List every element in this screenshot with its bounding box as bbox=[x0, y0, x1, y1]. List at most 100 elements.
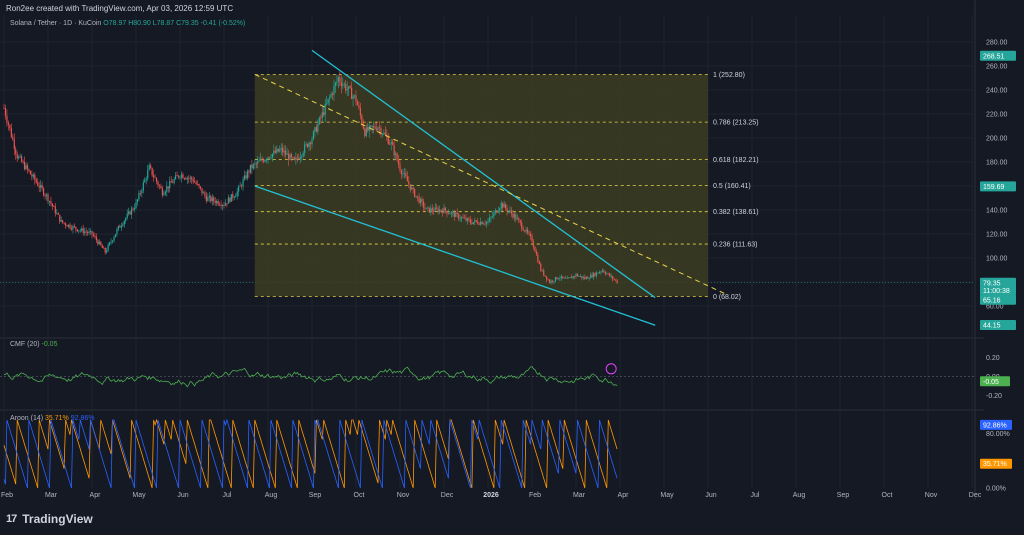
candle-body bbox=[497, 210, 499, 213]
credit-text: Ron2ee created with TradingView.com, Apr… bbox=[6, 4, 234, 13]
candle-body bbox=[16, 153, 18, 159]
symbol-name: Solana / Tether · 1D · KuCoin bbox=[10, 20, 102, 27]
candle-body bbox=[471, 222, 473, 224]
candle-body bbox=[10, 127, 12, 137]
candle-body bbox=[264, 159, 266, 162]
candle-body bbox=[117, 225, 119, 230]
candle-body bbox=[607, 273, 609, 275]
candle-body bbox=[3, 108, 5, 109]
candle-body bbox=[72, 226, 74, 230]
price-marker-label: 268.51 bbox=[983, 53, 1005, 60]
candle-body bbox=[223, 205, 225, 206]
candle-body bbox=[364, 128, 366, 137]
candle-body bbox=[345, 83, 347, 91]
candle-body bbox=[91, 231, 93, 235]
aroon-marker-label: 35.71% bbox=[983, 461, 1007, 468]
candle-body bbox=[358, 105, 360, 108]
candle-body bbox=[597, 272, 599, 274]
price-marker-badge bbox=[980, 294, 1016, 305]
candle-body bbox=[21, 156, 23, 162]
candle-body bbox=[59, 214, 61, 222]
time-axis[interactable]: Feb Mar Apr May Jun Jul Aug Sep Oct Nov Dec 2026 Feb… bbox=[1, 492, 982, 499]
price-tick-label: 120.00 bbox=[986, 232, 1008, 239]
trendlines[interactable] bbox=[254, 49, 726, 375]
cmf-tick-label: -0.20 bbox=[986, 393, 1002, 400]
candle-body bbox=[380, 127, 382, 135]
candle-body bbox=[100, 241, 102, 246]
candle-body bbox=[400, 170, 403, 175]
candle-body bbox=[615, 279, 617, 281]
candle-body bbox=[311, 139, 313, 145]
fib-level-label: 0.382 (138.61) bbox=[713, 209, 759, 216]
candle-body bbox=[509, 210, 511, 212]
candle-body bbox=[126, 213, 128, 219]
aroon-legend[interactable]: Aroon (14) 35.71% 92.86% bbox=[10, 415, 94, 422]
candle-body bbox=[541, 270, 543, 272]
candle-body bbox=[529, 233, 532, 236]
candle-body bbox=[582, 277, 584, 279]
candle-body bbox=[298, 158, 300, 160]
aroon-up-line bbox=[3, 418, 618, 489]
candle-body bbox=[485, 221, 488, 224]
price-marker-badge bbox=[980, 50, 1016, 61]
cmf-tick-label: 0.20 bbox=[986, 355, 1000, 362]
price-tick-label: 240.00 bbox=[986, 88, 1008, 95]
cmf-marker-label: -0.05 bbox=[983, 379, 999, 386]
candle-body bbox=[421, 199, 423, 202]
candle-body bbox=[175, 175, 177, 180]
candle-body bbox=[546, 276, 548, 280]
candle-body bbox=[458, 213, 460, 219]
candle-body bbox=[549, 279, 551, 283]
candle-body bbox=[551, 280, 554, 282]
tradingview-brand[interactable]: 17 TradingView bbox=[6, 512, 93, 526]
candle-body bbox=[557, 278, 559, 280]
candle-body bbox=[167, 186, 169, 189]
candle-body bbox=[336, 81, 338, 83]
fibonacci-retracement[interactable]: 1 (252.80) 0.786 (213.25) 0.618 (182.21) 0.… bbox=[254, 72, 759, 301]
candle-body bbox=[295, 157, 297, 160]
candle-body bbox=[179, 177, 181, 178]
candle-body bbox=[594, 273, 596, 276]
symbol-legend[interactable]: Solana / Tether · 1D · KuCoin O78.97 H80… bbox=[10, 20, 245, 27]
candle-body bbox=[373, 126, 375, 128]
candle-body bbox=[97, 240, 99, 245]
candle-body bbox=[13, 139, 15, 149]
price-marker-label: 159.69 bbox=[983, 184, 1005, 191]
candle-body bbox=[4, 108, 7, 116]
candle-body bbox=[355, 95, 357, 102]
candle-body bbox=[481, 221, 483, 225]
candle-body bbox=[9, 124, 11, 128]
candle-body bbox=[57, 213, 59, 215]
cmf-legend[interactable]: CMF (20) -0.05 bbox=[10, 341, 57, 348]
candle-body bbox=[578, 276, 580, 277]
time-tick-label: Oct bbox=[882, 492, 893, 499]
candle-body bbox=[246, 171, 249, 179]
candle-body bbox=[436, 207, 438, 209]
candle-body bbox=[26, 165, 29, 170]
candle-body bbox=[518, 218, 520, 221]
candle-body bbox=[301, 155, 303, 157]
candle-body bbox=[333, 85, 335, 95]
candle-body bbox=[443, 207, 445, 213]
candle-body bbox=[104, 247, 106, 253]
aroon-title: Aroon (14) bbox=[10, 415, 44, 422]
candle-body bbox=[365, 127, 367, 137]
candle-body bbox=[480, 221, 482, 225]
candle-body bbox=[207, 197, 209, 202]
candle-body bbox=[43, 188, 45, 196]
candle-body bbox=[299, 156, 301, 160]
candle-body bbox=[377, 127, 379, 131]
candle-body bbox=[210, 196, 212, 202]
price-axis[interactable]: 60.0080.00100.00120.00140.00160.00180.00… bbox=[980, 40, 1016, 493]
candle-body bbox=[47, 194, 49, 202]
candle-body bbox=[326, 102, 328, 104]
candle-body bbox=[103, 247, 105, 249]
candle-body bbox=[600, 271, 602, 273]
candle-body bbox=[441, 210, 444, 213]
candle-body bbox=[465, 217, 467, 221]
candle-body bbox=[113, 237, 115, 241]
candle-body bbox=[285, 150, 287, 155]
candle-body bbox=[449, 213, 451, 215]
time-tick-label: Mar bbox=[45, 492, 58, 499]
